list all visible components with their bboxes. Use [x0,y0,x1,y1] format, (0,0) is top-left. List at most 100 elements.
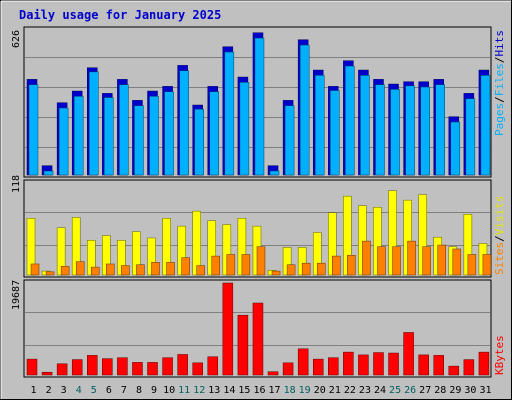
day-label: 22 [344,385,356,396]
day-label: 9 [151,385,157,396]
sites-bar [196,265,205,276]
legend-files: Files [493,63,506,96]
hits-files-pages-bars [26,32,491,176]
files-bar [209,91,220,176]
files-bar [134,105,144,176]
sites-bar [482,254,492,276]
kbytes-bar [312,358,324,376]
day-label: 16 [253,385,265,396]
middle-panel-ymax-label: 118 [11,175,22,193]
kbytes-bar [403,332,414,376]
day-label: 26 [404,385,416,396]
day-label: 12 [193,385,205,396]
files-bar [314,75,325,176]
legend-hits: Hits [493,30,506,57]
files-bar [420,86,430,176]
sites-bar [422,246,431,276]
kbytes-bar [358,354,369,376]
sites-bar [407,240,416,276]
files-bar [58,107,69,176]
sites-bar [45,271,55,276]
kbytes-bar [207,356,219,376]
legend-sep: / [493,96,506,103]
kbytes-bar [41,371,53,376]
files-bar [43,170,54,176]
sites-bar [121,265,130,276]
files-bar [164,91,174,176]
files-bar [465,98,476,176]
day-label: 4 [76,385,82,396]
sites-bar [452,248,462,276]
files-bar [330,90,340,176]
kbytes-bar [373,352,384,376]
files-bar [345,65,355,176]
kbytes-bar [147,362,158,376]
legend-pages: Pages [493,103,506,136]
sites-bar [60,266,70,276]
sites-bar [362,240,371,276]
visits-sites-bars [26,190,492,276]
files-bar [405,85,415,176]
kbytes-bars [26,282,490,376]
day-label: 19 [299,385,311,396]
sites-bar [166,262,175,276]
day-label: 6 [106,385,112,396]
files-bar [89,71,99,176]
files-bar [375,84,385,176]
sites-bar [377,246,386,276]
kbytes-bar [192,362,203,376]
day-label: 25 [389,385,401,396]
kbytes-bar [162,357,173,376]
files-bar [28,84,39,176]
kbytes-bar [132,362,143,376]
day-label: 5 [91,385,97,396]
day-label: 15 [238,385,250,396]
kbytes-bar [478,351,490,376]
kbytes-bar [177,354,188,376]
day-label: 13 [208,385,220,396]
files-bar [269,170,280,176]
day-axis-labels: 1 2 3 4 5 6 7 8 9 10 11 12 13 14 15 16 17 18 19 20 21 22 23 24 2… [31,385,492,396]
middle-panel-legend: Sites/Visits [493,196,506,276]
day-label: 10 [163,385,175,396]
files-bar [390,89,400,176]
kbytes-bar [56,363,68,376]
day-label: 20 [314,385,326,396]
files-bar [119,84,129,176]
day-label: 24 [374,385,386,396]
day-label: 23 [359,385,371,396]
day-label: 29 [449,385,461,396]
kbytes-bar [87,355,98,376]
sites-bar [271,270,281,276]
day-label: 8 [136,385,142,396]
bottom-panel-ymax-label: 19687 [11,280,22,310]
day-label: 18 [284,385,296,396]
files-bar [435,84,445,176]
chart-title: Daily usage for January 2025 [19,8,221,22]
day-label: 1 [31,385,37,396]
kbytes-bar [26,358,38,376]
sites-bar [256,246,266,276]
kbytes-bar [297,348,309,376]
sites-bar [75,261,85,276]
files-bar [224,51,235,176]
kbytes-bar [252,302,264,376]
legend-sep: / [493,57,506,64]
kbytes-bar [433,355,444,376]
sites-bar [286,264,296,276]
day-label: 2 [46,385,52,396]
kbytes-bar [388,352,399,376]
day-label: 30 [464,385,476,396]
sites-bar [332,255,341,276]
kbytes-bar [448,365,460,376]
sites-bar [91,266,100,276]
sites-bar [437,244,446,276]
files-bar [360,75,370,176]
day-label: 28 [434,385,446,396]
kbytes-bar [222,282,234,376]
top-panel-legend: Pages/Files/Hits [493,30,506,136]
legend-sites: Sites [493,242,506,275]
kbytes-bar [267,371,279,376]
sites-bar [106,263,115,276]
